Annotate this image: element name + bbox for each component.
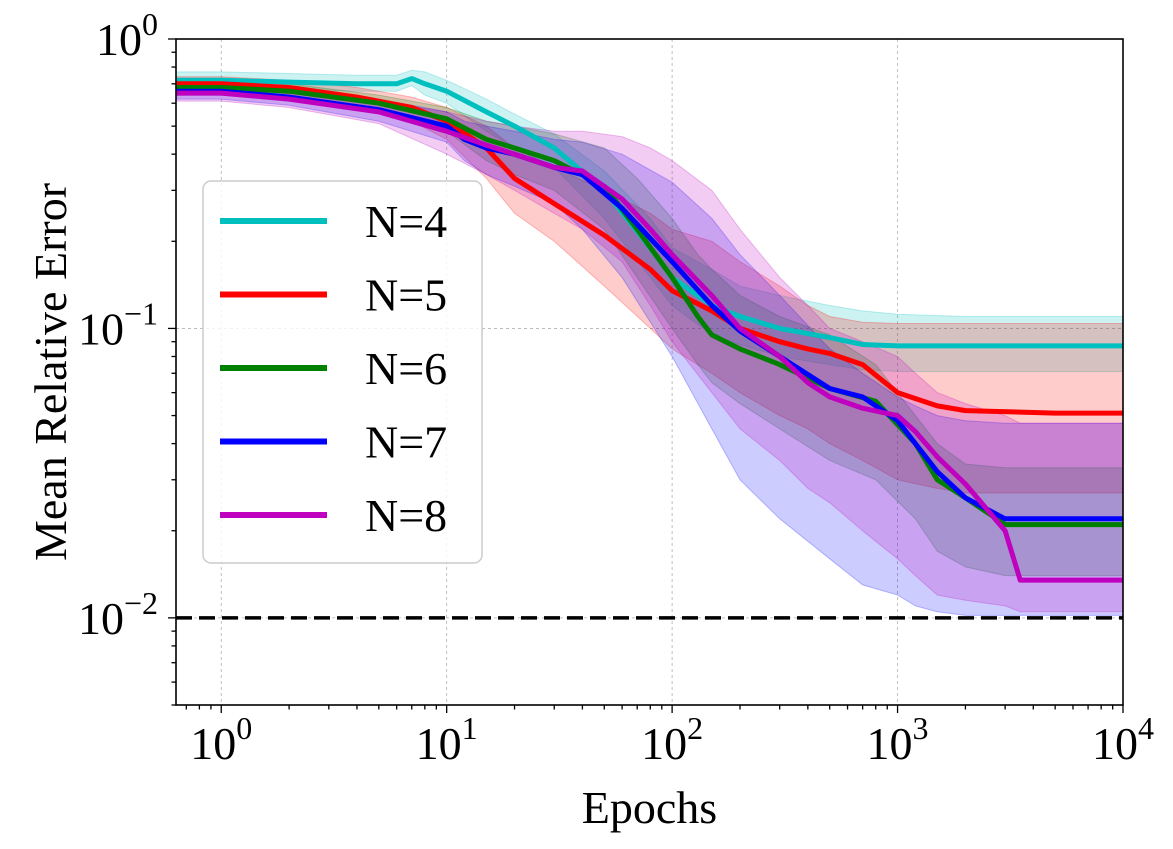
legend-label: N=7 [365,417,447,468]
x-axis-label: Epochs [582,782,717,833]
x-tick-labels: 100 101 102 103 104 [190,710,1154,769]
legend-label: N=6 [365,343,447,394]
x-tick-exponent: 0 [236,710,252,746]
x-tick-label: 101 [416,710,478,769]
y-tick-label: 10−1 [78,295,158,354]
legend: N=4 N=5 N=6 N=7 N=8 [202,180,483,564]
x-tick-label: 104 [1092,710,1154,769]
series-line-n8 [176,90,1123,583]
x-tick-base: 10 [867,718,913,769]
legend-box [202,180,483,564]
x-tick-label: 103 [867,710,929,769]
plot-frame [175,38,1124,706]
y-axis-label: Mean Relative Error [25,183,76,561]
series-lines [176,76,1123,583]
x-tick-label: 100 [190,710,252,769]
x-tick-base: 10 [416,718,462,769]
y-tick-exponent: −2 [124,585,158,621]
y-tick-exponent: 0 [142,6,158,42]
legend-label: N=5 [365,270,447,321]
x-tick-exponent: 4 [1138,710,1154,746]
x-tick-base: 10 [1092,718,1138,769]
series-line-n6 [176,85,1123,528]
x-tick-exponent: 3 [913,710,929,746]
legend-label: N=4 [365,196,447,247]
legend-label: N=8 [365,490,447,541]
x-tick-label: 102 [641,710,703,769]
x-tick-base: 10 [641,718,687,769]
y-tick-base: 10 [78,593,124,644]
x-tick-exponent: 1 [462,710,478,746]
y-tick-base: 10 [78,303,124,354]
y-tick-label: 100 [96,6,158,65]
series-line-n7 [176,88,1123,522]
x-tick-exponent: 2 [687,710,703,746]
y-tick-exponent: −1 [124,295,158,331]
x-tick-base: 10 [190,718,236,769]
y-tick-label: 10−2 [78,585,158,644]
y-tick-base: 10 [96,14,142,65]
axis-ticks [168,38,1124,713]
